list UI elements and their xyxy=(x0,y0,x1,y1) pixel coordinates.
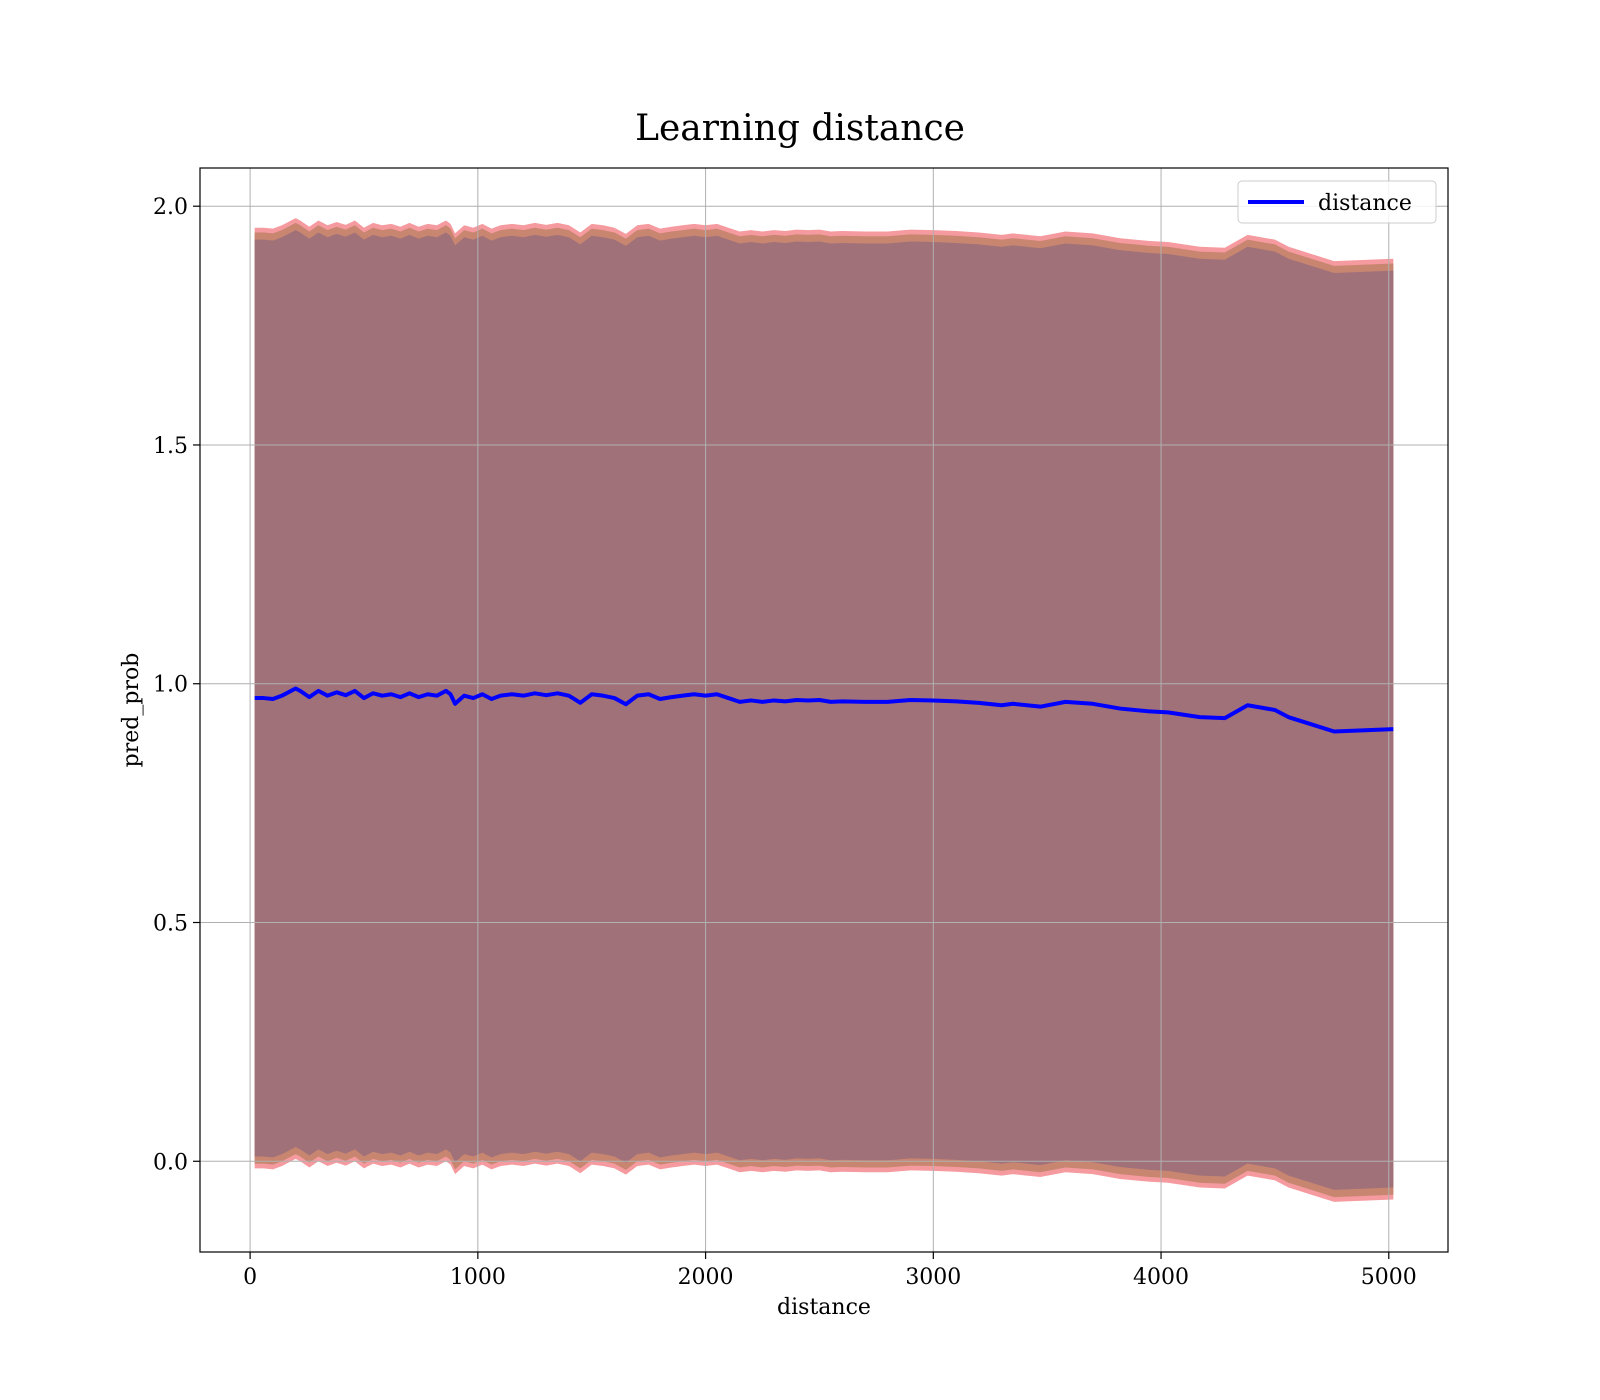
x-axis-label: distance xyxy=(777,1295,871,1320)
legend: distance xyxy=(1237,180,1437,224)
y-axis-label: pred_prob xyxy=(119,653,144,768)
legend-label-distance: distance xyxy=(1318,191,1412,216)
y-tick-label-3: 1.5 xyxy=(153,434,188,459)
x-tick-label-0: 0 xyxy=(243,1265,257,1290)
series-lines xyxy=(254,686,1394,734)
y-tick-label-4: 2.0 xyxy=(153,195,188,220)
y-tick-label-2: 1.0 xyxy=(153,673,188,698)
x-tick-label-4: 4000 xyxy=(1133,1265,1189,1290)
plot-frame xyxy=(199,167,1449,1253)
chart-title: Learning distance xyxy=(635,108,965,149)
grid-lines xyxy=(200,168,1448,1252)
band-inner xyxy=(254,230,1394,1190)
series-line-distance xyxy=(254,686,1394,734)
y-tick-label-0: 0.0 xyxy=(153,1150,188,1175)
y-tick-label-1: 0.5 xyxy=(153,912,188,937)
y-axis-ticks: 0.0 0.5 1.0 1.5 2.0 xyxy=(153,195,200,1175)
x-axis-ticks: 0 1000 2000 3000 4000 5000 xyxy=(243,1252,1417,1290)
confidence-bands xyxy=(254,218,1394,1202)
x-tick-label-1: 1000 xyxy=(450,1265,506,1290)
x-tick-label-2: 2000 xyxy=(678,1265,734,1290)
legend-box xyxy=(1237,180,1437,224)
x-tick-label-5: 5000 xyxy=(1361,1265,1417,1290)
x-tick-label-3: 3000 xyxy=(905,1265,961,1290)
